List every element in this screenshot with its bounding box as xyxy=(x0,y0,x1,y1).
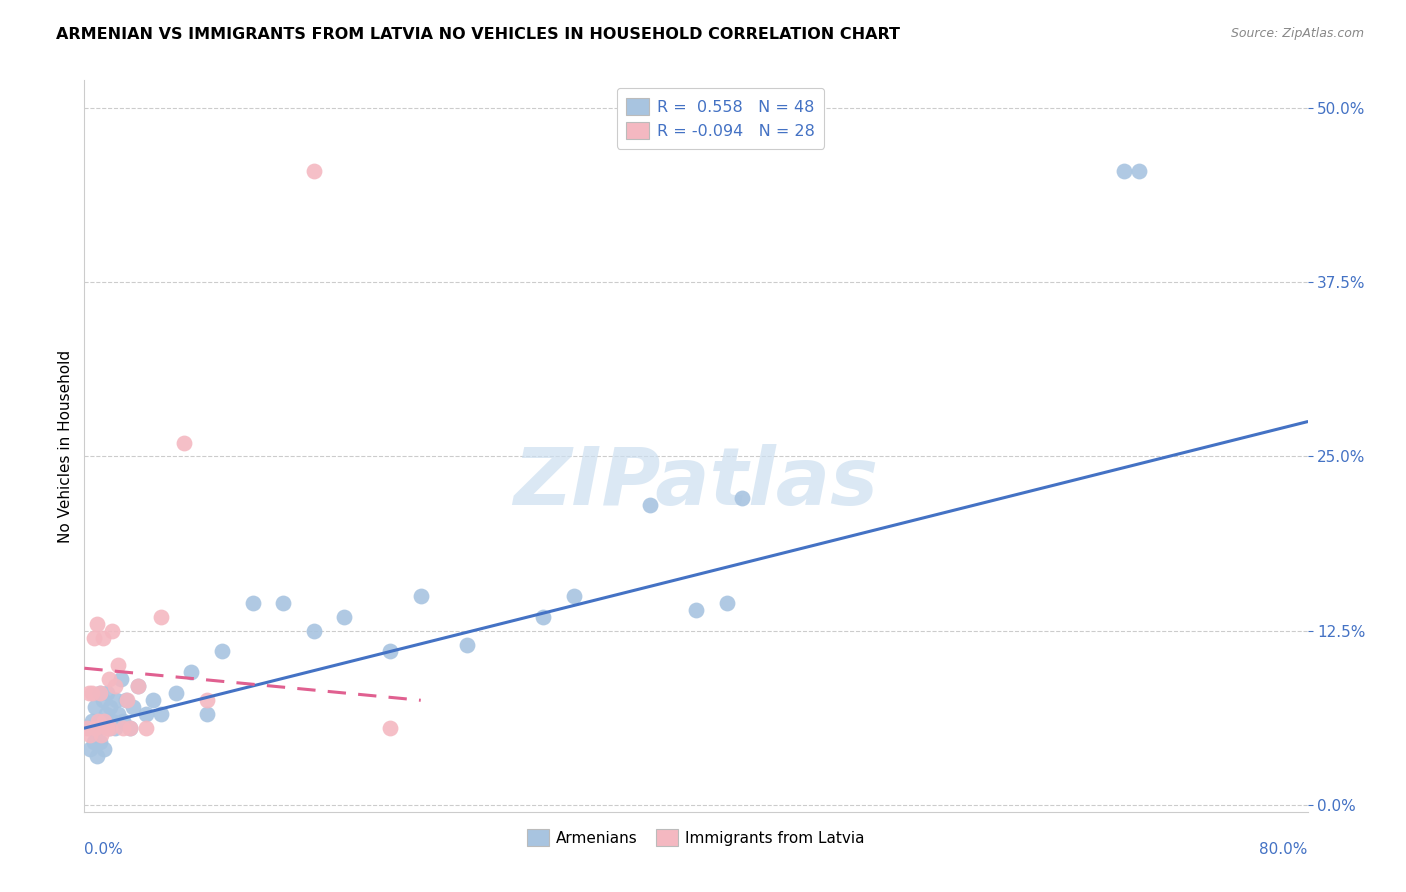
Point xyxy=(211,644,233,658)
Point xyxy=(165,686,187,700)
Point xyxy=(93,714,115,728)
Point xyxy=(93,742,115,756)
Point xyxy=(87,714,110,728)
Point xyxy=(89,686,111,700)
Point xyxy=(90,728,112,742)
Point xyxy=(104,679,127,693)
Point xyxy=(638,498,661,512)
Point xyxy=(104,721,127,735)
Point xyxy=(1114,164,1136,178)
Point xyxy=(271,596,294,610)
Point xyxy=(101,714,124,728)
Point xyxy=(91,693,114,707)
Point xyxy=(83,735,105,749)
Point xyxy=(80,686,103,700)
Point xyxy=(716,596,738,610)
Point xyxy=(107,658,129,673)
Point xyxy=(79,742,101,756)
Text: ZIPatlas: ZIPatlas xyxy=(513,443,879,522)
Point xyxy=(91,631,114,645)
Point xyxy=(114,693,136,707)
Text: ARMENIAN VS IMMIGRANTS FROM LATVIA NO VEHICLES IN HOUSEHOLD CORRELATION CHART: ARMENIAN VS IMMIGRANTS FROM LATVIA NO VE… xyxy=(56,27,900,42)
Text: 80.0%: 80.0% xyxy=(1260,842,1308,857)
Legend: Armenians, Immigrants from Latvia: Armenians, Immigrants from Latvia xyxy=(517,821,875,855)
Point xyxy=(409,589,432,603)
Point xyxy=(86,616,108,631)
Point xyxy=(731,491,754,506)
Point xyxy=(96,721,118,735)
Point xyxy=(302,164,325,178)
Point xyxy=(97,721,120,735)
Point xyxy=(94,707,117,722)
Point xyxy=(173,435,195,450)
Point xyxy=(149,707,172,722)
Point xyxy=(86,749,108,764)
Point xyxy=(142,693,165,707)
Point xyxy=(1128,164,1150,178)
Text: 0.0%: 0.0% xyxy=(84,842,124,857)
Point xyxy=(84,721,107,735)
Point xyxy=(105,693,128,707)
Point xyxy=(380,644,402,658)
Point xyxy=(333,609,356,624)
Point xyxy=(89,686,111,700)
Point xyxy=(302,624,325,638)
Point xyxy=(84,700,107,714)
Point xyxy=(122,700,145,714)
Text: Source: ZipAtlas.com: Source: ZipAtlas.com xyxy=(1230,27,1364,40)
Point xyxy=(83,631,105,645)
Point xyxy=(110,673,132,687)
Point xyxy=(90,714,112,728)
Point xyxy=(76,721,98,735)
Point xyxy=(87,721,110,735)
Point xyxy=(120,721,142,735)
Point xyxy=(127,679,149,693)
Point xyxy=(98,700,121,714)
Point xyxy=(97,673,120,687)
Point xyxy=(101,624,124,638)
Point xyxy=(107,707,129,722)
Point xyxy=(456,638,478,652)
Point xyxy=(77,686,100,700)
Point xyxy=(135,707,157,722)
Point xyxy=(98,721,121,735)
Point xyxy=(562,589,585,603)
Point xyxy=(96,686,118,700)
Point xyxy=(80,714,103,728)
Point xyxy=(380,721,402,735)
Point xyxy=(79,728,101,742)
Point xyxy=(180,665,202,680)
Point xyxy=(195,693,218,707)
Point xyxy=(77,721,100,735)
Point xyxy=(149,609,172,624)
Point xyxy=(115,693,138,707)
Point xyxy=(89,735,111,749)
Point xyxy=(135,721,157,735)
Point xyxy=(685,603,707,617)
Point xyxy=(120,721,142,735)
Point xyxy=(111,714,134,728)
Point xyxy=(242,596,264,610)
Y-axis label: No Vehicles in Household: No Vehicles in Household xyxy=(58,350,73,542)
Point xyxy=(127,679,149,693)
Point xyxy=(195,707,218,722)
Point xyxy=(111,721,134,735)
Point xyxy=(531,609,554,624)
